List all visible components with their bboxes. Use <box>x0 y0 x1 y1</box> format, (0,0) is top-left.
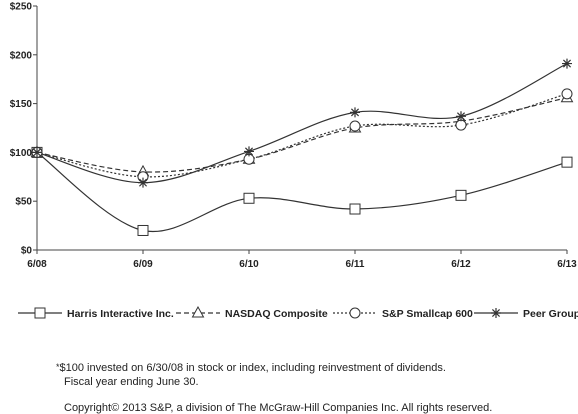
footnote-line-2: Fiscal year ending June 30. <box>64 376 199 388</box>
series-line <box>36 97 568 173</box>
data-point-star <box>244 146 254 157</box>
x-tick-label: 6/11 <box>346 259 365 270</box>
legend-label: Peer Group <box>523 308 578 320</box>
footnote-mark: * <box>56 362 60 372</box>
y-tick-label: $250 <box>10 2 33 13</box>
series-lines <box>36 63 568 233</box>
y-tick-label: $50 <box>15 197 32 208</box>
footnote-line-1: *$100 invested on 6/30/08 in stock or in… <box>56 362 446 374</box>
x-tick-label: 6/09 <box>133 259 153 270</box>
footnote-text-2: Fiscal year ending June 30. <box>64 376 199 388</box>
series-line <box>36 63 568 184</box>
data-point-circle <box>349 120 361 132</box>
chart-axes <box>33 5 568 254</box>
data-point-circle <box>455 119 467 131</box>
y-tick-label: $0 <box>21 246 33 257</box>
data-point-star <box>350 107 360 118</box>
series-markers <box>30 58 574 236</box>
series-line <box>36 93 568 178</box>
y-tick-label: $150 <box>10 99 33 110</box>
legend-label: NASDAQ Composite <box>225 308 328 320</box>
data-point-square <box>455 189 467 201</box>
x-axis-tick-labels: 6/08 6/09 6/10 6/11 6/12 6/13 <box>27 259 577 270</box>
y-axis-tick-labels: $0 $50 $100 $150 $200 $250 <box>10 2 33 257</box>
legend-marker-triangle <box>191 305 205 318</box>
data-point-star <box>32 147 42 158</box>
legend-label: Harris Interactive Inc. <box>67 308 174 320</box>
series-line <box>36 151 568 233</box>
data-point-circle <box>561 88 573 100</box>
legend-marker-circle <box>349 307 361 319</box>
copyright-notice: Copyright© 2013 S&P, a division of The M… <box>64 402 493 414</box>
chart-legend: Harris Interactive Inc. NASDAQ Composite S… <box>18 305 578 320</box>
data-point-square <box>137 224 149 236</box>
x-tick-label: 6/13 <box>557 259 577 270</box>
data-point-square <box>349 203 361 215</box>
legend-marker-square <box>34 307 46 319</box>
data-point-star <box>456 111 466 122</box>
x-tick-label: 6/12 <box>451 259 471 270</box>
performance-line-chart: $0$50$100$150$200$250 6/08 6/09 6/10 6/11 6/… <box>10 2 578 321</box>
legend-marker-star <box>491 308 501 318</box>
data-point-square <box>243 192 255 204</box>
data-point-star <box>138 177 148 188</box>
y-tick-label: $100 <box>10 148 33 159</box>
y-tick-label: $200 <box>10 50 33 61</box>
legend-label: S&P Smallcap 600 <box>382 308 473 320</box>
x-tick-label: 6/10 <box>239 259 259 270</box>
footnote-text-1: $100 invested on 6/30/08 in stock or ind… <box>59 362 446 374</box>
x-tick-label: 6/08 <box>27 259 47 270</box>
data-point-star <box>562 58 572 69</box>
data-point-square <box>561 156 573 168</box>
